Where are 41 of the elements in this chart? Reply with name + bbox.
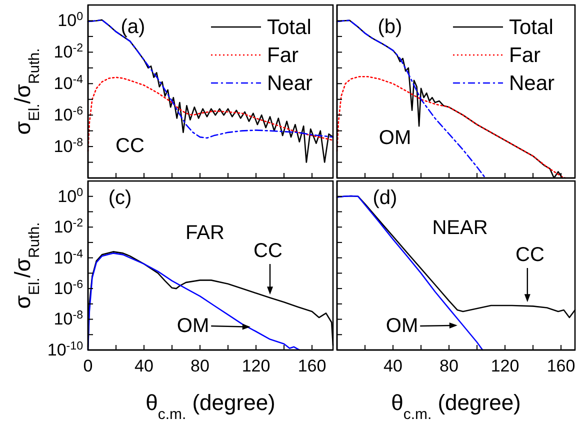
annotation: OM: [386, 315, 418, 337]
annotation: CC: [116, 135, 144, 157]
y-tick-label: 10$^{-2}$: [54, 218, 83, 237]
annotation: OM: [176, 315, 210, 337]
x-tick-label: 40: [384, 356, 402, 376]
y-tick-label: 10$^{-8}$: [54, 136, 83, 156]
annotation: FAR: [186, 222, 224, 244]
x-axis-title: θ$_{c.m.}$ (degree): [146, 390, 276, 422]
x-tick-label: 160: [298, 356, 326, 376]
legend-label: Far: [509, 44, 541, 66]
annotation: (a): [120, 16, 146, 38]
annotation: (d): [372, 187, 398, 209]
x-tick-label: 120: [242, 356, 270, 376]
x-tick-label: 120: [490, 356, 520, 376]
annotation: CC: [254, 240, 282, 262]
line-series: [87, 19, 334, 139]
annotation: NEAR: [432, 217, 488, 239]
x-axis-title: θ$_{c.m.}$ (degree): [391, 390, 521, 422]
x-tick-label: 40: [134, 356, 154, 376]
y-tick-label: 10$^{-6}$: [54, 106, 83, 125]
x-tick-label: 160: [546, 356, 576, 376]
annotation: CC: [516, 244, 544, 266]
legend-label: Near: [509, 72, 555, 94]
legend-label: Total: [267, 16, 312, 38]
legend-label: Total: [509, 16, 554, 38]
y-tick-label: 10$^{-2}$: [54, 42, 83, 62]
annotation: OM: [378, 127, 412, 149]
annotation: (c): [108, 187, 132, 209]
y-tick-label: 10$^{-8}$: [54, 310, 83, 329]
y-tick-label: 10$^{-4}$: [54, 74, 84, 94]
y-tick-label: 10$^{-4}$: [54, 248, 84, 268]
y-tick-label: 10$^{-6}$: [54, 278, 83, 298]
x-tick-label: 80: [440, 356, 458, 376]
y-tick-label: 10$^{0}$: [58, 11, 83, 30]
y-tick-label: 10$^{0}$: [58, 186, 83, 206]
x-tick-label: 80: [190, 356, 210, 376]
legend-label: Far: [267, 44, 299, 66]
annotation: (b): [378, 16, 402, 38]
legend-label: Near: [267, 72, 313, 94]
y-tick-label: 10$^{-10}$: [47, 340, 83, 360]
x-tick-label: 0: [83, 356, 93, 376]
